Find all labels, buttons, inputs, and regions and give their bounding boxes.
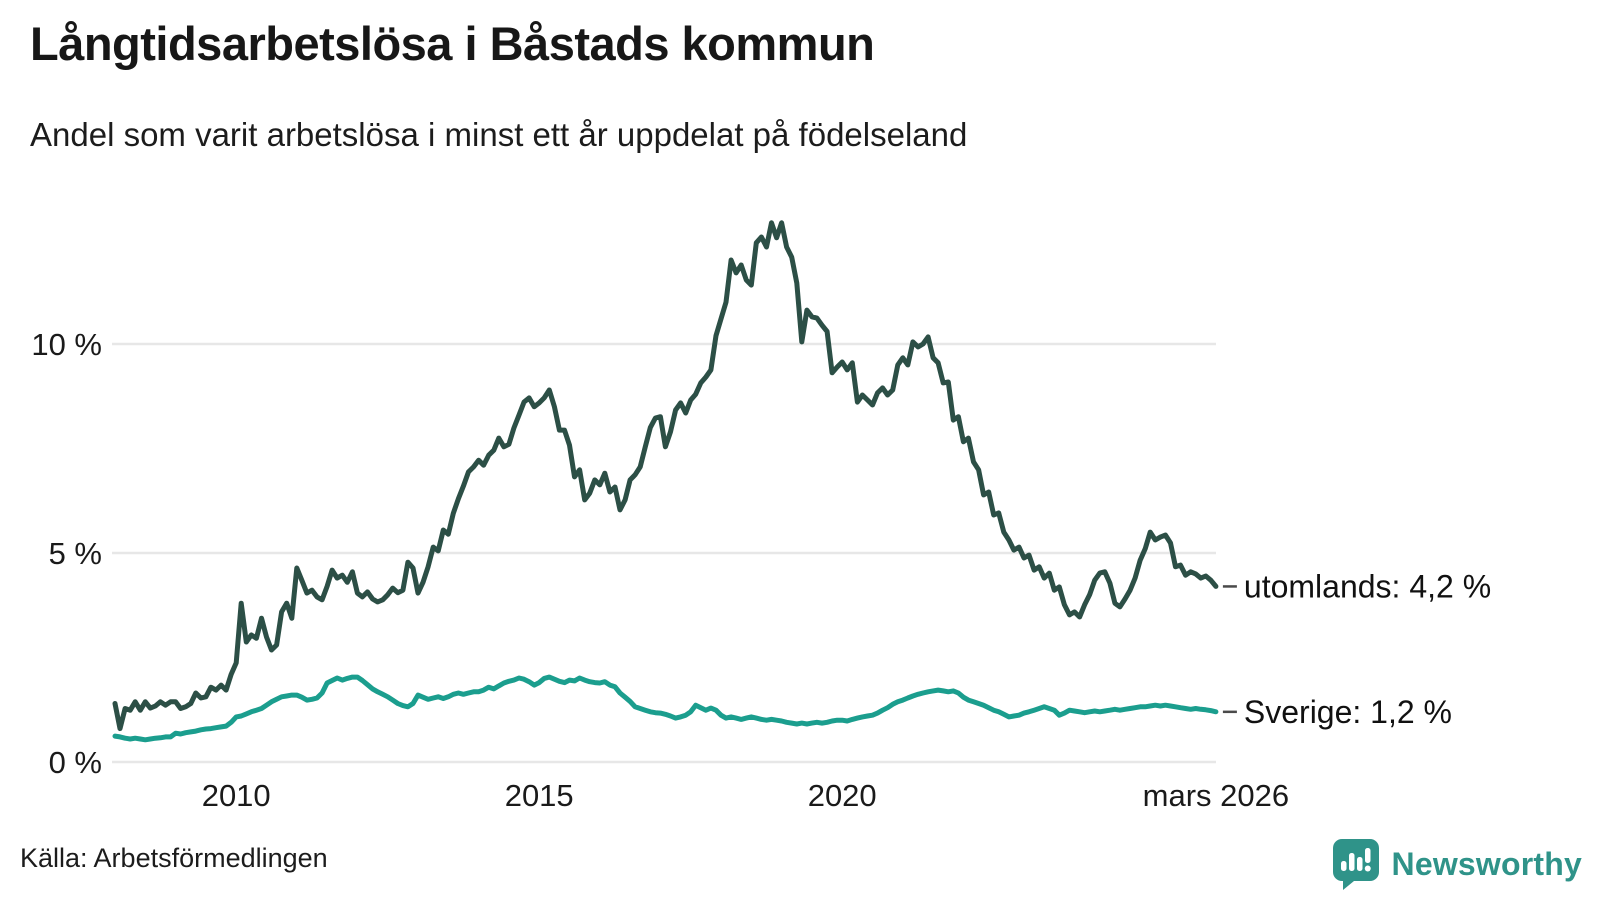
newsworthy-logo: Newsworthy [1332,838,1582,890]
series-end-label-utomlands: utomlands: 4,2 % [1244,568,1491,604]
x-axis-tick-label: 2020 [808,778,877,813]
x-axis-tick-label: 2015 [505,778,574,813]
y-axis-tick-label: 5 % [49,536,102,571]
series-end-label-Sverige: Sverige: 1,2 % [1244,694,1452,730]
newsworthy-wordmark: Newsworthy [1391,845,1582,882]
x-axis-tick-label: mars 2026 [1143,778,1289,813]
source-note: Källa: Arbetsförmedlingen [20,843,328,873]
y-axis-tick-label: 0 % [49,745,102,780]
x-axis-tick-label: 2010 [202,778,271,813]
series-line-utomlands [112,220,1219,732]
y-axis-tick-label: 10 % [31,327,102,362]
chart-subtitle: Andel som varit arbetslösa i minst ett å… [30,116,968,153]
page-title: Långtidsarbetslösa i Båstads kommun [30,17,875,70]
newsworthy-speech-bubble-bar-chart-icon [1332,839,1379,890]
series-line-Sverige [112,674,1219,743]
